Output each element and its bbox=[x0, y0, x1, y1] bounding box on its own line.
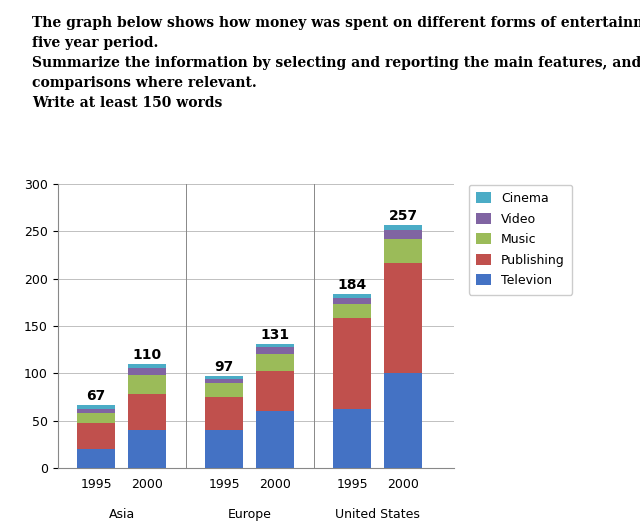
Text: The graph below shows how money was spent on different forms of entertainment ov: The graph below shows how money was spen… bbox=[32, 16, 640, 30]
Text: 131: 131 bbox=[260, 328, 290, 342]
Bar bbox=[77, 409, 115, 413]
Text: Europe: Europe bbox=[228, 508, 271, 521]
Text: Summarize the information by selecting and reporting the main features, and make: Summarize the information by selecting a… bbox=[32, 56, 640, 70]
Text: Write at least 150 words: Write at least 150 words bbox=[32, 96, 222, 110]
Bar bbox=[256, 353, 294, 371]
Bar bbox=[128, 368, 166, 376]
Bar bbox=[333, 409, 371, 468]
Text: 67: 67 bbox=[86, 389, 106, 403]
Text: five year period.: five year period. bbox=[32, 36, 158, 50]
Legend: Cinema, Video, Music, Publishing, Televion: Cinema, Video, Music, Publishing, Televi… bbox=[468, 185, 572, 295]
Bar bbox=[205, 379, 243, 383]
Bar bbox=[256, 371, 294, 411]
Bar bbox=[128, 364, 166, 368]
Bar bbox=[205, 383, 243, 397]
Bar bbox=[77, 413, 115, 423]
Text: Asia: Asia bbox=[108, 508, 135, 521]
Bar bbox=[333, 318, 371, 409]
Bar bbox=[77, 449, 115, 468]
Bar bbox=[333, 294, 371, 298]
Bar bbox=[77, 423, 115, 449]
Bar bbox=[128, 394, 166, 430]
Bar bbox=[384, 262, 422, 373]
Text: 110: 110 bbox=[132, 348, 162, 362]
Bar bbox=[128, 430, 166, 468]
Bar bbox=[205, 376, 243, 379]
Bar bbox=[205, 430, 243, 468]
Bar bbox=[384, 230, 422, 239]
Bar bbox=[384, 225, 422, 230]
Bar bbox=[77, 404, 115, 409]
Text: 97: 97 bbox=[214, 360, 234, 375]
Text: comparisons where relevant.: comparisons where relevant. bbox=[32, 76, 257, 90]
Bar bbox=[256, 347, 294, 353]
Text: United States: United States bbox=[335, 508, 420, 521]
Text: 184: 184 bbox=[337, 278, 367, 292]
Bar bbox=[256, 411, 294, 468]
Text: 257: 257 bbox=[388, 209, 418, 223]
Bar bbox=[256, 344, 294, 347]
Bar bbox=[333, 298, 371, 305]
Bar bbox=[384, 239, 422, 262]
Bar bbox=[384, 373, 422, 468]
Bar bbox=[205, 397, 243, 430]
Bar bbox=[128, 376, 166, 394]
Bar bbox=[333, 305, 371, 318]
